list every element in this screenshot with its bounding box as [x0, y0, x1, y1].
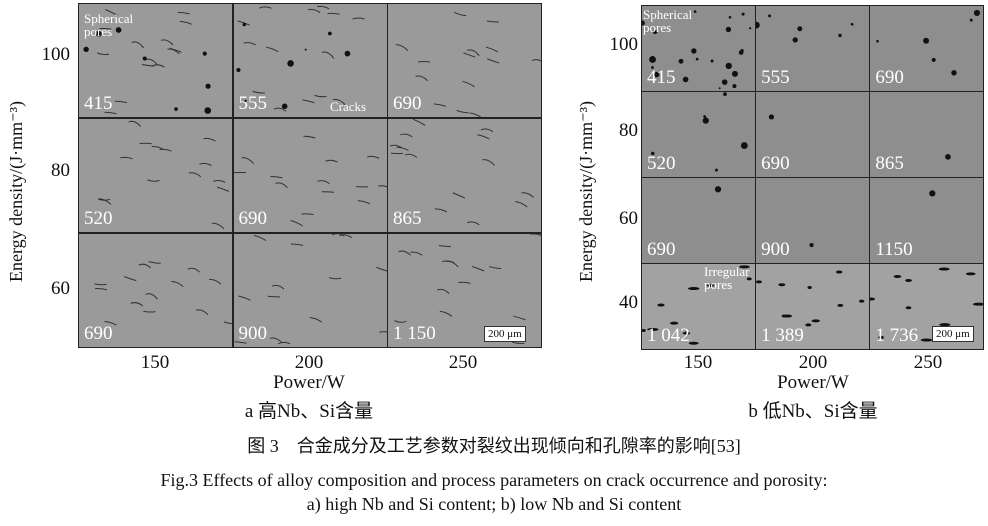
micrograph-texture: [235, 5, 365, 112]
micrograph-cell: 1 389: [756, 264, 869, 349]
annotation-irregular-pores: Irregular pores: [704, 264, 750, 292]
micrograph-texture: [714, 186, 722, 193]
caption-english-line2: a) high Nb and Si content; b) low Nb and…: [306, 494, 682, 514]
energy-density-value: 1 736: [875, 325, 919, 346]
micrograph-cell: 690: [79, 233, 232, 347]
energy-density-value: 520: [84, 208, 113, 230]
annotation-spherical-pores-b: Spherical pores: [643, 7, 693, 35]
micrograph-texture: [870, 267, 983, 342]
y-tick: 40: [619, 292, 638, 313]
micrograph-texture: [768, 114, 775, 120]
micrograph-cell: 690: [388, 4, 541, 118]
x-tick: 200: [798, 352, 828, 373]
micrograph-texture: [97, 120, 230, 230]
micrograph-cell: 900: [756, 178, 869, 263]
energy-density-value: 900: [238, 323, 268, 344]
micrograph-cell: 555: [233, 4, 387, 118]
micrograph-cell: 1150: [870, 178, 983, 263]
x-tick: 150: [140, 352, 170, 373]
micrograph-cell: 520: [642, 92, 755, 177]
x-tick: 150: [683, 352, 713, 373]
micrograph-texture: [651, 92, 748, 172]
micrograph-grid-low-nb-si: 415 555 690 520 690 865 690 900 1150 1 042 1 389 1 …: [641, 5, 984, 350]
y-tick: 80: [51, 160, 70, 181]
micrograph-texture: [642, 10, 752, 90]
micrograph-cell: 690: [870, 6, 983, 91]
y-axis-label-a: Energy density/(J·mm⁻³): [6, 100, 26, 282]
x-axis-label-a: Power/W: [273, 372, 345, 393]
micrograph-texture: [876, 9, 981, 76]
energy-density-value: 900: [761, 238, 790, 260]
caption-english-line1: Fig.3 Effects of alloy composition and p…: [160, 470, 828, 490]
energy-density-value: 690: [875, 66, 904, 88]
micrograph-cell: 690: [233, 118, 387, 233]
micrograph-cell: 520: [79, 118, 232, 233]
x-axis-label-b: Power/W: [777, 372, 849, 393]
scale-bar-b: 200 μm: [932, 326, 974, 342]
energy-density-value: 1150: [875, 238, 913, 260]
micrograph-texture: [394, 233, 541, 344]
y-tick: 60: [619, 208, 638, 229]
micrograph-texture: [642, 265, 752, 346]
micrograph-texture: [929, 190, 936, 197]
micrograph-cell: 555: [756, 6, 869, 91]
x-tick: 250: [913, 352, 943, 373]
micrograph-texture: [395, 11, 541, 118]
energy-density-value: 690: [84, 323, 113, 344]
micrograph-cell: 865: [388, 118, 541, 233]
caption-chinese: 图 3 合金成分及工艺参数对裂纹出现倾向和孔隙率的影响[53]: [247, 436, 741, 456]
energy-density-value: 690: [647, 238, 676, 260]
micrograph-texture: [756, 270, 865, 327]
energy-density-value: 415: [647, 66, 676, 88]
micrograph-texture: [809, 243, 814, 248]
energy-density-value: 865: [393, 208, 422, 230]
energy-density-value: 690: [761, 152, 790, 174]
energy-density-value: 520: [647, 152, 676, 174]
y-tick: 100: [609, 34, 639, 55]
micrograph-grid-high-nb-si: 415 555 690 520 690 865 690 900 1 150: [78, 3, 542, 348]
micrograph-texture: [945, 154, 952, 160]
micrograph-texture: [756, 14, 854, 43]
energy-density-value: 555: [761, 66, 790, 88]
micrograph-texture: [94, 260, 232, 326]
micrograph-texture: [233, 135, 387, 227]
micrograph-cell: 865: [870, 92, 983, 177]
energy-density-value: 1 389: [761, 325, 804, 346]
micrograph-cell: 1 042: [642, 264, 755, 349]
subfigure-label-b: b 低Nb、Si含量: [748, 401, 878, 422]
micrograph-cell: 415: [642, 6, 755, 91]
micrograph-texture: [83, 9, 212, 115]
y-tick: 80: [619, 120, 638, 141]
annotation-spherical-pores-a: Spherical pores: [84, 11, 134, 39]
energy-density-value: 1 042: [647, 325, 690, 346]
energy-density-value: 690: [393, 93, 422, 115]
subfigure-label-a: a 高Nb、Si含量: [244, 401, 374, 422]
energy-density-value: 865: [875, 152, 904, 174]
x-tick: 250: [448, 352, 478, 373]
micrograph-cell: 690: [756, 92, 869, 177]
x-tick: 200: [294, 352, 324, 373]
energy-density-value: 1 150: [393, 323, 436, 344]
micrograph-cell: 900: [233, 233, 387, 347]
micrograph-cell: 690: [642, 178, 755, 263]
y-tick: 100: [41, 44, 71, 65]
micrograph-texture: [233, 233, 387, 345]
energy-density-value: 555: [238, 93, 268, 115]
y-tick: 60: [51, 278, 70, 299]
y-axis-label-b: Energy density/(J·mm⁻³): [576, 100, 596, 282]
energy-density-value: 690: [238, 208, 268, 230]
micrograph-texture: [389, 118, 534, 226]
annotation-cracks: Cracks: [330, 99, 367, 114]
micrograph-cell: 415: [79, 4, 232, 118]
scale-bar-a: 200 μm: [484, 326, 526, 342]
energy-density-value: 415: [84, 93, 113, 115]
